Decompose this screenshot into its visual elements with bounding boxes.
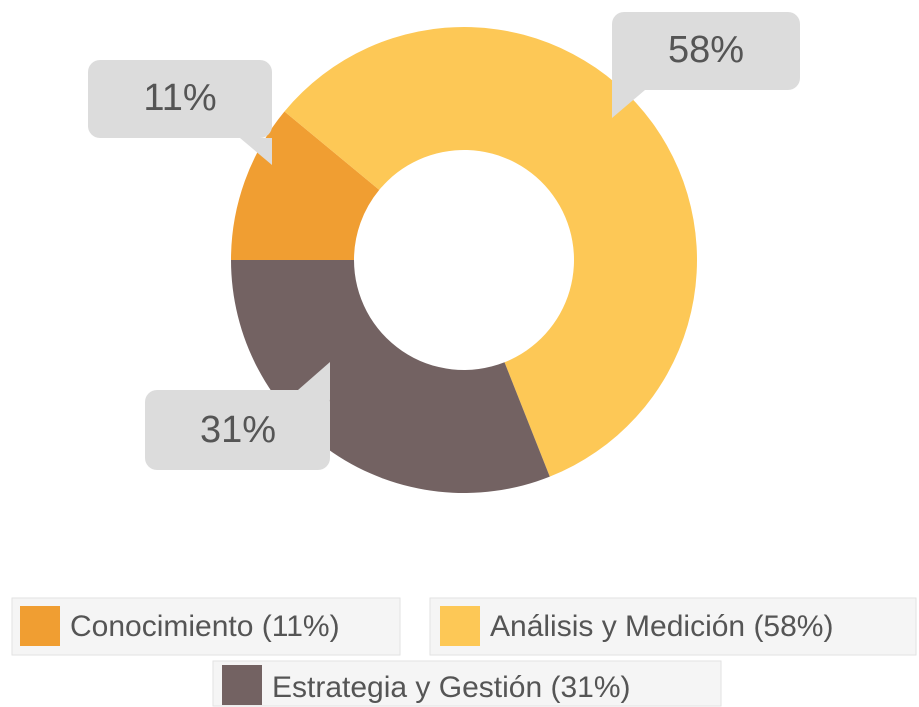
donut-slice (284, 26, 698, 477)
callout-label: 11% (143, 77, 216, 119)
callout-box (88, 60, 272, 138)
legend-label: Conocimiento (11%) (70, 610, 340, 643)
legend-label: Estrategia y Gestión (31%) (272, 671, 631, 704)
callout-box (145, 390, 330, 470)
callout-pointer (298, 362, 330, 400)
legend-swatch (440, 606, 480, 646)
callout-label: 58% (668, 29, 744, 71)
legend-swatch (222, 665, 262, 705)
legend-label: Análisis y Medición (58%) (490, 610, 833, 643)
callout-box (612, 12, 800, 90)
legend-item (212, 660, 722, 707)
legend-swatch (20, 606, 60, 646)
legend-item (11, 597, 401, 656)
legend-item (429, 597, 917, 656)
callout-pointer (240, 138, 272, 165)
callout-label: 31% (200, 409, 276, 451)
callout-pointer (612, 80, 645, 118)
